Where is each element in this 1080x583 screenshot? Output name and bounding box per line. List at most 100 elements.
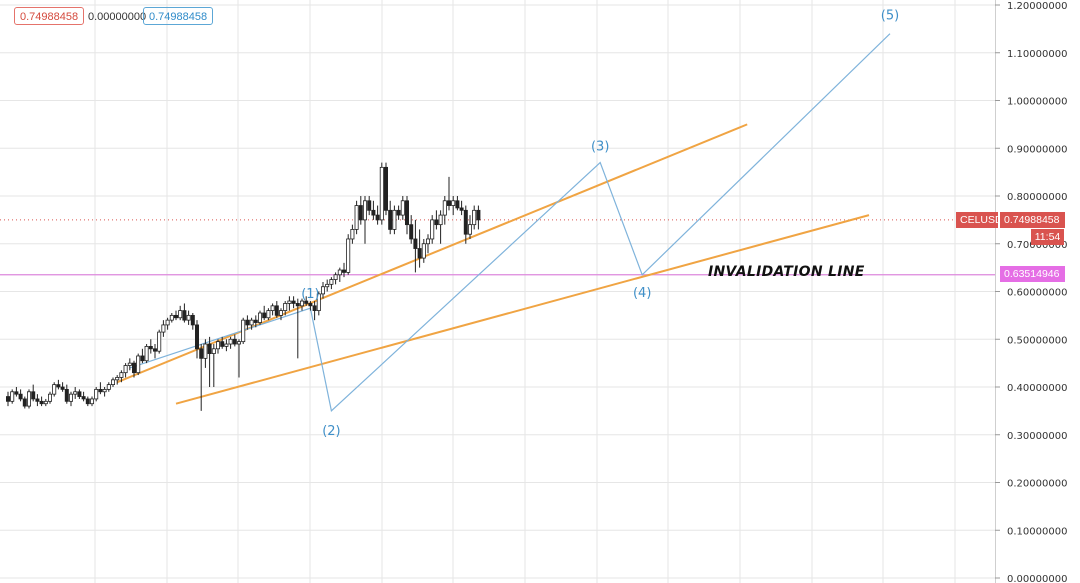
candle-body: [291, 300, 296, 304]
candle-body: [249, 319, 254, 326]
y-tick-label: 0.70000000: [1007, 240, 1067, 251]
candle-body: [127, 362, 132, 366]
candle-body: [194, 324, 199, 350]
candle-body: [354, 205, 359, 230]
candle-body: [341, 269, 346, 273]
wave-label: (3): [591, 140, 609, 155]
y-tick-label: 0.40000000: [1007, 383, 1067, 394]
candle-body: [358, 205, 363, 221]
candle-body: [274, 305, 279, 316]
candle-body: [455, 200, 460, 209]
candle-body: [165, 319, 170, 326]
symbol-badge: CELUSD: [956, 212, 1003, 228]
drawing-layer: [0, 33, 995, 413]
candle-body: [190, 314, 195, 326]
candle-body: [266, 310, 271, 319]
candle-body: [69, 393, 74, 402]
candle-body: [446, 200, 451, 206]
candle-body: [278, 310, 283, 316]
candle-body: [22, 398, 27, 407]
candle-body: [362, 200, 367, 221]
candle-body: [73, 391, 78, 395]
legend-last-value: 0.74988458: [143, 7, 214, 25]
candle-body: [467, 224, 472, 235]
candle-body: [241, 319, 246, 343]
candle-body: [144, 346, 149, 362]
candle-body: [333, 274, 338, 280]
candle-body: [77, 391, 82, 397]
legend-open-value: 0.74988458: [14, 7, 85, 25]
candle-body: [236, 341, 241, 345]
candle-body: [173, 314, 178, 319]
candle-body: [257, 312, 262, 323]
candle-body: [94, 388, 99, 400]
y-tick-label: 0.50000000: [1007, 335, 1067, 346]
candle-body: [169, 314, 174, 321]
candle-body: [459, 207, 464, 211]
candle-body: [228, 338, 233, 345]
candle-body: [316, 293, 321, 312]
candle-body: [425, 238, 430, 245]
y-tick-label: 0.90000000: [1007, 144, 1067, 155]
candle-body: [157, 331, 162, 352]
candle-body: [442, 200, 447, 216]
candle-body: [409, 224, 414, 240]
candle-body: [111, 379, 116, 386]
candle-body: [404, 200, 409, 226]
candle-body: [392, 209, 397, 230]
y-tick-label: 0.20000000: [1007, 479, 1067, 490]
candle-body: [400, 200, 405, 216]
elliott-wave-path: [129, 33, 891, 413]
candle-body: [438, 214, 443, 226]
legend-change-value: 0.00000000: [88, 11, 147, 23]
candle-body: [262, 312, 267, 319]
candle-body: [35, 398, 40, 402]
grid-lines: [0, 0, 996, 583]
candle-body: [182, 310, 187, 321]
candle-body: [18, 393, 23, 400]
candle-body: [451, 200, 456, 206]
candle-body: [329, 279, 334, 285]
candle-body: [253, 319, 258, 323]
candle-body: [375, 214, 380, 221]
candle-body: [388, 209, 393, 230]
candle-body: [43, 400, 48, 405]
candle-body: [131, 362, 136, 374]
candle-body: [224, 343, 229, 347]
candle-body: [52, 384, 57, 395]
candle-body: [211, 348, 216, 354]
candle-body: [463, 209, 468, 235]
candle-body: [207, 343, 212, 354]
y-tick-label: 0.60000000: [1007, 288, 1067, 299]
candle-body: [245, 319, 250, 326]
candle-body: [337, 269, 342, 276]
channel-lower-line: [175, 214, 870, 405]
candle-body: [320, 286, 325, 295]
candle-body: [396, 209, 401, 216]
candle-body: [148, 346, 153, 350]
price-axis: 0.00000000 0.10000000 0.20000000 0.30000000…: [995, 1, 1067, 583]
candle-body: [413, 238, 418, 249]
candle-body: [283, 303, 288, 311]
candle-body: [152, 348, 157, 352]
candle-body: [379, 166, 384, 221]
candle-body: [472, 209, 477, 226]
candle-body: [203, 343, 208, 359]
candle-body: [312, 305, 317, 312]
candle-body: [186, 314, 191, 321]
candle-body: [199, 348, 204, 359]
candle-body: [115, 377, 120, 381]
last-price-badge: 0.74988458: [1000, 212, 1065, 228]
invalidation-line-label: INVALIDATION LINE: [708, 264, 865, 280]
y-tick-label: 1.20000000: [1007, 1, 1067, 12]
candle-body: [90, 398, 95, 405]
candle-body: [10, 391, 15, 402]
candle-body: [232, 338, 237, 345]
candle-body: [346, 238, 351, 273]
candle-body: [81, 396, 86, 400]
candle-body: [64, 388, 69, 402]
candle-body: [14, 391, 19, 395]
y-tick-label: 0.00000000: [1007, 574, 1067, 583]
candle-body: [308, 303, 313, 307]
